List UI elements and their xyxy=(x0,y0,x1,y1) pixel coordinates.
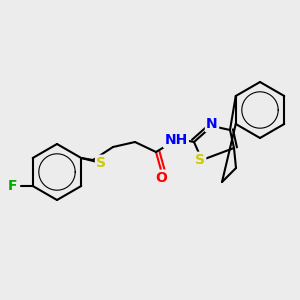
Text: S: S xyxy=(195,153,205,167)
Text: F: F xyxy=(8,179,17,193)
Text: S: S xyxy=(96,156,106,170)
Text: NH: NH xyxy=(164,133,188,147)
Text: N: N xyxy=(206,117,218,131)
Text: O: O xyxy=(155,171,167,185)
